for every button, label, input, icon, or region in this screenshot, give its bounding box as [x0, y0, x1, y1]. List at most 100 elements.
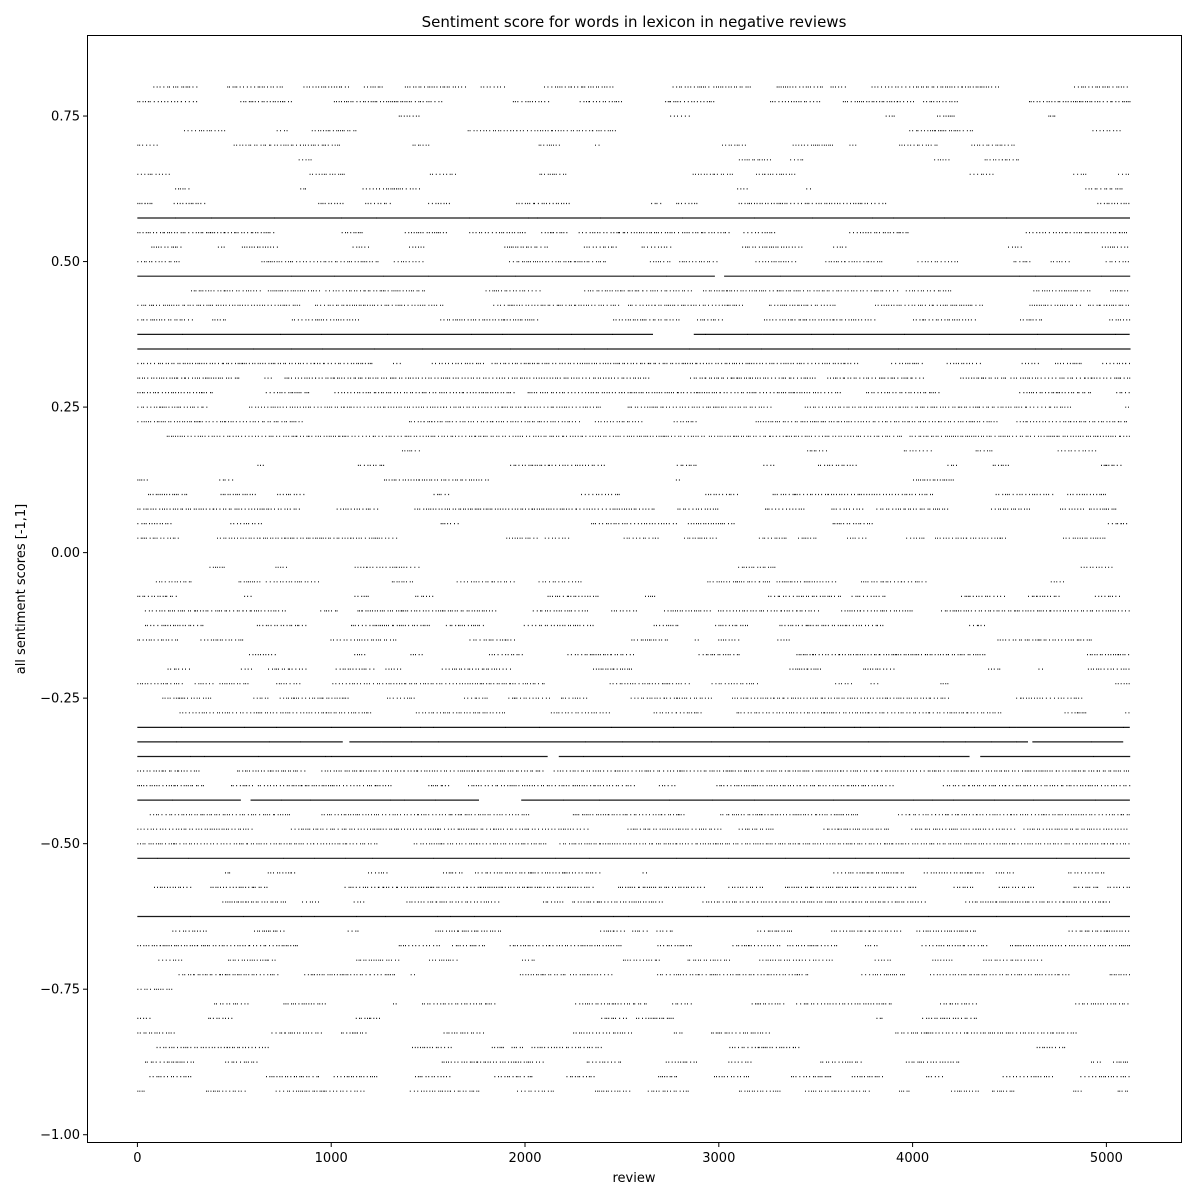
scatter-point-row — [209, 566, 1113, 568]
score-level-points — [144, 610, 1130, 612]
scatter-point-row — [137, 915, 1130, 918]
scatter-point-row — [137, 377, 1131, 379]
scatter-point-row — [137, 537, 1106, 539]
score-level-points — [137, 595, 1120, 597]
scatter-point-row — [137, 683, 1130, 685]
score-level-points — [179, 712, 1130, 714]
score-level-points — [137, 988, 173, 990]
score-level-points — [137, 537, 1106, 539]
score-level-points — [137, 406, 1129, 408]
scatter-point-row — [137, 741, 1124, 743]
x-tick-label: 2000 — [508, 1151, 541, 1166]
scatter-point-row — [137, 988, 173, 990]
scatter-point-row — [137, 304, 1129, 306]
scatter-point-row — [222, 901, 1110, 903]
score-level-points — [148, 493, 1106, 496]
score-level-points — [137, 639, 1092, 641]
score-level-points — [137, 362, 1130, 365]
scatter-point-row — [137, 945, 1130, 947]
scatter-point-row — [137, 799, 1130, 801]
scatter-point-row — [162, 697, 1083, 699]
scatter-points — [137, 86, 1131, 1092]
y-tick-label: −0.75 — [40, 983, 80, 998]
scatter-point-row — [137, 217, 1130, 219]
x-tick-label: 4000 — [896, 1151, 929, 1166]
scatter-point-row — [145, 624, 985, 627]
score-level-points — [149, 814, 1130, 816]
y-axis-ticks: −1.00 −0.75 −0.50 −0.25 0.00 0.25 0.50 0.75 — [40, 110, 88, 1143]
scatter-point-row — [154, 886, 1130, 888]
score-level-points — [137, 785, 1131, 787]
scatter-point-row — [137, 421, 1127, 423]
y-tick-label: 0.25 — [51, 401, 80, 416]
scatter-point-row — [149, 1076, 1130, 1078]
score-level-points — [137, 1032, 1077, 1034]
scatter-point-row — [137, 362, 1130, 365]
x-axis-label: review — [613, 1171, 656, 1186]
score-level-points — [137, 319, 1131, 321]
scatter-point-row — [148, 493, 1106, 496]
scatter-point-row — [137, 857, 1130, 859]
x-tick-label: 5000 — [1090, 1151, 1123, 1166]
scatter-point-row — [178, 974, 1130, 976]
scatter-point-row — [257, 464, 1122, 466]
score-level-points — [137, 726, 1130, 728]
scatter-point-row — [191, 290, 1129, 292]
scatter-point-row — [137, 406, 1129, 408]
scatter-point-row — [137, 333, 1130, 335]
scatter-point-row — [144, 610, 1130, 612]
score-level-points — [137, 261, 1129, 263]
score-level-points — [137, 799, 1130, 801]
score-level-points — [137, 333, 1130, 335]
score-level-points — [137, 857, 1130, 859]
score-level-points — [137, 915, 1130, 918]
scatter-point-row — [149, 814, 1130, 816]
scatter-point-row — [137, 392, 1130, 394]
plot-area-frame — [87, 35, 1182, 1143]
score-level-points — [154, 886, 1130, 888]
y-axis-label: all sentiment scores [-1,1] — [14, 504, 29, 675]
score-level-points — [137, 508, 1117, 510]
score-level-points — [145, 1061, 1128, 1063]
score-level-points — [222, 901, 1110, 903]
score-level-points — [137, 304, 1129, 306]
y-tick-label: −0.25 — [40, 692, 80, 707]
scatter-point-row — [137, 726, 1130, 728]
score-level-points — [137, 101, 1131, 103]
scatter-point-row — [137, 755, 1131, 758]
score-level-points — [137, 683, 1130, 685]
y-tick-label: 0.50 — [51, 255, 80, 270]
score-level-points — [225, 872, 1105, 874]
score-level-points — [178, 974, 1130, 976]
y-tick-label: −0.50 — [40, 837, 80, 852]
scatter-point-row — [137, 508, 1117, 510]
scatter-point-row — [137, 639, 1092, 641]
chart-title: Sentiment score for words in lexicon in … — [422, 13, 847, 31]
score-level-points — [137, 828, 1128, 830]
score-level-points — [137, 741, 1124, 743]
score-level-points — [191, 290, 1129, 292]
score-level-points — [137, 275, 1131, 277]
score-level-points — [145, 624, 985, 627]
scatter-point-row — [137, 1032, 1077, 1034]
scatter-point-row — [137, 319, 1131, 321]
score-level-points — [137, 421, 1127, 423]
y-tick-label: 0.00 — [51, 546, 80, 561]
scatter-point-row — [145, 1061, 1128, 1063]
scatter-point-row — [153, 86, 1128, 88]
y-tick-label: 0.75 — [51, 110, 80, 125]
score-level-points — [137, 217, 1130, 219]
score-level-points — [149, 1076, 1130, 1078]
score-level-points — [137, 392, 1130, 394]
scatter-point-row — [155, 581, 1064, 583]
score-level-points — [155, 581, 1064, 583]
scatter-point-row — [137, 843, 1130, 845]
x-axis-ticks: 0 1000 2000 3000 4000 5000 — [133, 1142, 1123, 1166]
score-level-points — [137, 755, 1131, 758]
score-level-points — [153, 86, 1128, 88]
scatter-point-row — [137, 595, 1120, 597]
scatter-point-row — [137, 785, 1131, 787]
score-level-points — [137, 348, 1131, 350]
